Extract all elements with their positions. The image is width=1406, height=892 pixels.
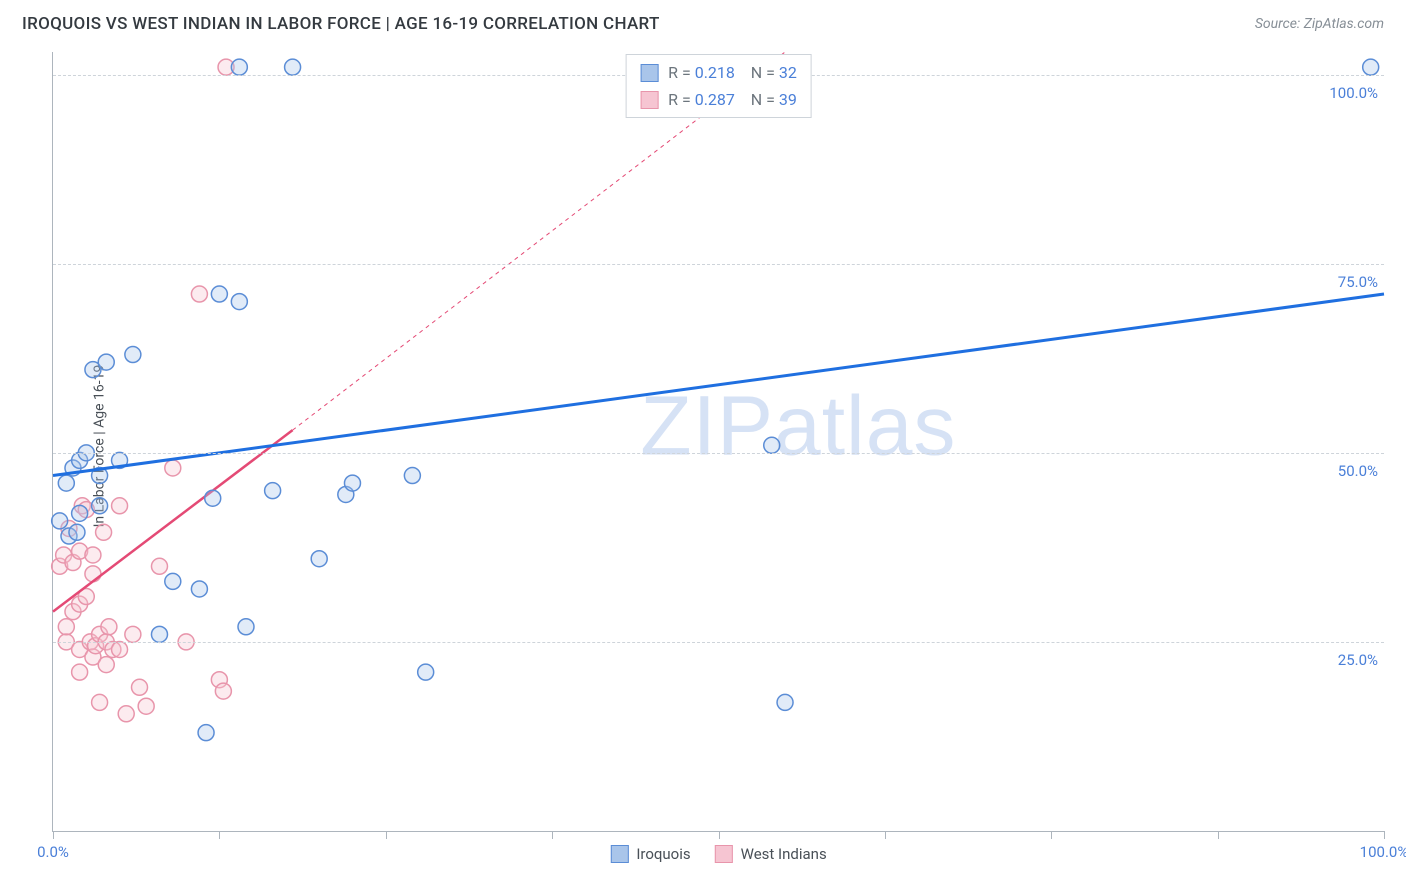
data-point — [211, 286, 227, 302]
series-legend: Iroquois West Indians — [610, 845, 826, 863]
data-point — [85, 566, 101, 582]
gridline — [53, 642, 1384, 643]
data-point — [92, 694, 108, 710]
data-point — [151, 626, 167, 642]
x-tick — [1051, 831, 1052, 839]
chart-svg — [53, 52, 1384, 831]
data-point — [52, 513, 68, 529]
data-point — [285, 59, 301, 75]
data-point — [125, 626, 141, 642]
legend-stat: R = 0.287 N = 39 — [668, 86, 797, 113]
data-point — [777, 694, 793, 710]
stats-legend: R = 0.218 N = 32 R = 0.287 N = 39 — [625, 54, 812, 118]
legend-item: Iroquois — [610, 845, 690, 863]
x-tick-label: 0.0% — [37, 843, 69, 861]
y-tick-label: 25.0% — [1338, 651, 1378, 669]
legend-row: R = 0.218 N = 32 — [640, 59, 797, 86]
data-point — [191, 581, 207, 597]
x-tick — [552, 831, 553, 839]
data-point — [404, 468, 420, 484]
data-point — [191, 286, 207, 302]
x-tick — [1384, 831, 1385, 839]
x-tick — [1218, 831, 1219, 839]
legend-swatch-icon — [640, 64, 658, 82]
data-point — [215, 683, 231, 699]
x-tick-label: 100.0% — [1360, 843, 1406, 861]
data-point — [69, 524, 85, 540]
data-point — [92, 498, 108, 514]
legend-row: R = 0.287 N = 39 — [640, 86, 797, 113]
data-point — [1363, 59, 1379, 75]
data-point — [125, 347, 141, 363]
data-point — [311, 551, 327, 567]
legend-item: West Indians — [715, 845, 827, 863]
x-tick — [885, 831, 886, 839]
data-point — [98, 354, 114, 370]
x-tick — [53, 831, 54, 839]
legend-swatch-icon — [640, 91, 658, 109]
data-point — [418, 664, 434, 680]
data-point — [72, 664, 88, 680]
data-point — [101, 619, 117, 635]
chart-title: IROQUOIS VS WEST INDIAN IN LABOR FORCE |… — [22, 14, 660, 34]
gridline — [53, 453, 1384, 454]
legend-swatch-icon — [715, 845, 733, 863]
data-point — [98, 657, 114, 673]
y-tick-label: 75.0% — [1338, 273, 1378, 291]
trend-line — [53, 294, 1384, 476]
legend-label: Iroquois — [636, 845, 690, 863]
data-point — [764, 437, 780, 453]
gridline — [53, 264, 1384, 265]
chart-source: Source: ZipAtlas.com — [1255, 16, 1384, 32]
y-tick-label: 50.0% — [1338, 462, 1378, 480]
data-point — [58, 475, 74, 491]
data-point — [132, 679, 148, 695]
data-point — [231, 59, 247, 75]
data-point — [165, 460, 181, 476]
data-point — [165, 573, 181, 589]
data-point — [118, 706, 134, 722]
data-point — [112, 498, 128, 514]
x-tick — [219, 831, 220, 839]
plot-area: ZIPatlas R = 0.218 N = 32 R = 0.287 N = … — [52, 52, 1384, 832]
x-tick — [719, 831, 720, 839]
data-point — [265, 483, 281, 499]
legend-label: West Indians — [741, 845, 827, 863]
y-tick-label: 100.0% — [1329, 84, 1378, 102]
data-point — [205, 490, 221, 506]
data-point — [231, 294, 247, 310]
chart-header: IROQUOIS VS WEST INDIAN IN LABOR FORCE |… — [0, 0, 1406, 44]
data-point — [72, 505, 88, 521]
data-point — [198, 725, 214, 741]
data-point — [58, 619, 74, 635]
data-point — [112, 641, 128, 657]
data-point — [85, 547, 101, 563]
data-point — [238, 619, 254, 635]
data-point — [151, 558, 167, 574]
legend-swatch-icon — [610, 845, 628, 863]
data-point — [96, 524, 112, 540]
data-point — [344, 475, 360, 491]
data-point — [138, 698, 154, 714]
legend-stat: R = 0.218 N = 32 — [668, 59, 797, 86]
x-tick — [386, 831, 387, 839]
